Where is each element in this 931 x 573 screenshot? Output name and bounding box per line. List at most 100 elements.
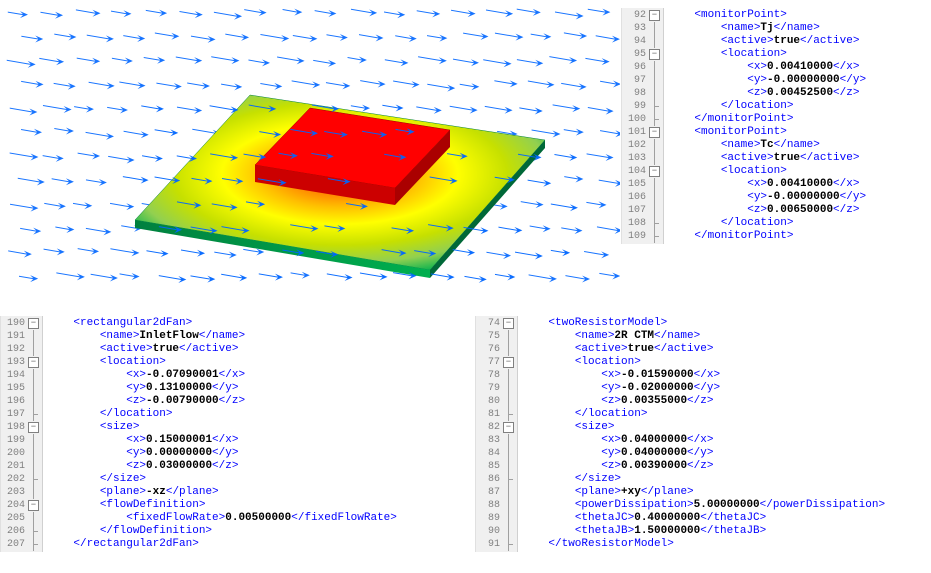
code-line[interactable]: <monitorPoint> — [668, 126, 866, 139]
code-line[interactable]: <z>0.00452500</z> — [668, 87, 866, 100]
fold-guide — [28, 460, 39, 473]
line-number: 97 — [624, 74, 646, 87]
gutter-line: 207 — [1, 538, 42, 551]
fold-toggle-icon[interactable]: − — [28, 318, 39, 329]
code-line[interactable]: <name>Tj</name> — [668, 22, 866, 35]
code-body[interactable]: <rectangular2dFan> <name>InletFlow</name… — [43, 316, 401, 552]
code-line[interactable]: <active>true</active> — [47, 343, 397, 356]
gutter-line: 102 — [622, 139, 663, 152]
code-line[interactable]: <location> — [668, 165, 866, 178]
code-line[interactable]: </size> — [522, 473, 885, 486]
fold-guide — [503, 434, 514, 447]
code-line[interactable]: <x>0.15000001</x> — [47, 434, 397, 447]
code-body[interactable]: <monitorPoint> <name>Tj</name> <active>t… — [664, 8, 870, 244]
code-line[interactable]: <twoResistorModel> — [522, 317, 885, 330]
gutter-line: 201 — [1, 460, 42, 473]
code-line[interactable]: </monitorPoint> — [668, 113, 866, 126]
gutter-line: 107 — [622, 204, 663, 217]
code-line[interactable]: </location> — [668, 100, 866, 113]
code-line[interactable]: <name>2R CTM</name> — [522, 330, 885, 343]
code-line[interactable]: <y>0.04000000</y> — [522, 447, 885, 460]
code-line[interactable]: <monitorPoint> — [668, 9, 866, 22]
code-line[interactable]: <plane>+xy</plane> — [522, 486, 885, 499]
code-line[interactable]: <active>true</active> — [668, 35, 866, 48]
code-line[interactable]: <x>-0.07090001</x> — [47, 369, 397, 382]
code-line[interactable]: <y>0.13100000</y> — [47, 382, 397, 395]
fold-toggle-icon[interactable]: − — [503, 422, 514, 433]
xml-panel-rectangular2dfan[interactable]: 190−191192193−194195196197198−1992002012… — [0, 316, 470, 552]
code-line[interactable]: <x>0.00410000</x> — [668, 61, 866, 74]
fold-guide — [649, 152, 660, 165]
code-line[interactable]: <location> — [47, 356, 397, 369]
code-line[interactable]: <name>Tc</name> — [668, 139, 866, 152]
gutter-line: 191 — [1, 330, 42, 343]
code-line[interactable]: </monitorPoint> — [668, 230, 866, 243]
code-line[interactable]: <flowDefinition> — [47, 499, 397, 512]
line-number: 207 — [3, 538, 25, 551]
code-line[interactable]: <y>-0.02000000</y> — [522, 382, 885, 395]
code-line[interactable]: <z>0.00650000</z> — [668, 204, 866, 217]
code-line[interactable]: <powerDissipation>5.00000000</powerDissi… — [522, 499, 885, 512]
fold-guide — [649, 139, 660, 152]
gutter-line: 88 — [476, 499, 517, 512]
code-line[interactable]: <x>0.04000000</x> — [522, 434, 885, 447]
fold-toggle-icon[interactable]: − — [649, 127, 660, 138]
code-line[interactable]: <location> — [522, 356, 885, 369]
fold-toggle-icon[interactable]: − — [503, 357, 514, 368]
fold-toggle-icon[interactable]: − — [649, 49, 660, 60]
fold-guide — [503, 382, 514, 395]
line-number: 104 — [624, 165, 646, 178]
fold-toggle-icon[interactable]: − — [28, 357, 39, 368]
code-line[interactable]: </location> — [668, 217, 866, 230]
code-line[interactable]: </flowDefinition> — [47, 525, 397, 538]
line-number: 101 — [624, 126, 646, 139]
code-line[interactable]: </size> — [47, 473, 397, 486]
code-line[interactable]: <x>0.00410000</x> — [668, 178, 866, 191]
gutter: 190−191192193−194195196197198−1992002012… — [1, 316, 43, 552]
xml-panel-tworesistormodel[interactable]: 74−757677−7879808182−838485868788899091 … — [475, 316, 931, 552]
code-line[interactable]: </location> — [522, 408, 885, 421]
code-line[interactable]: <size> — [47, 421, 397, 434]
code-line[interactable]: <y>-0.00000000</y> — [668, 74, 866, 87]
line-number: 75 — [478, 330, 500, 343]
code-line[interactable]: <z>-0.00790000</z> — [47, 395, 397, 408]
line-number: 78 — [478, 369, 500, 382]
simulation-viewport[interactable] — [0, 0, 620, 300]
code-line[interactable]: <thetaJC>0.40000000</thetaJC> — [522, 512, 885, 525]
code-line[interactable]: <y>0.00000000</y> — [47, 447, 397, 460]
gutter-line: 82− — [476, 421, 517, 434]
fold-toggle-icon[interactable]: − — [649, 166, 660, 177]
code-line[interactable]: </rectangular2dFan> — [47, 538, 397, 551]
xml-panel-monitorpoints[interactable]: 92−939495−96979899100101−102103104−10510… — [621, 8, 926, 244]
code-body[interactable]: <twoResistorModel> <name>2R CTM</name> <… — [518, 316, 889, 552]
code-line[interactable]: <name>InletFlow</name> — [47, 330, 397, 343]
line-number: 88 — [478, 499, 500, 512]
fold-guide — [28, 525, 39, 538]
code-line[interactable]: <rectangular2dFan> — [47, 317, 397, 330]
code-line[interactable]: <thetaJB>1.50000000</thetaJB> — [522, 525, 885, 538]
gutter-line: 104− — [622, 165, 663, 178]
line-number: 93 — [624, 22, 646, 35]
line-number: 99 — [624, 100, 646, 113]
code-line[interactable]: <x>-0.01590000</x> — [522, 369, 885, 382]
code-line[interactable]: </location> — [47, 408, 397, 421]
fold-toggle-icon[interactable]: − — [28, 422, 39, 433]
gutter-line: 108 — [622, 217, 663, 230]
gutter-line: 190− — [1, 317, 42, 330]
code-line[interactable]: <fixedFlowRate>0.00500000</fixedFlowRate… — [47, 512, 397, 525]
code-line[interactable]: <z>0.00390000</z> — [522, 460, 885, 473]
code-line[interactable]: <location> — [668, 48, 866, 61]
fold-toggle-icon[interactable]: − — [649, 10, 660, 21]
code-line[interactable]: <z>0.00355000</z> — [522, 395, 885, 408]
code-line[interactable]: <active>true</active> — [522, 343, 885, 356]
fold-guide — [28, 538, 39, 551]
fold-toggle-icon[interactable]: − — [28, 500, 39, 511]
code-line[interactable]: <z>0.03000000</z> — [47, 460, 397, 473]
code-line[interactable]: <y>-0.00000000</y> — [668, 191, 866, 204]
code-line[interactable]: <size> — [522, 421, 885, 434]
fold-toggle-icon[interactable]: − — [503, 318, 514, 329]
gutter-line: 85 — [476, 460, 517, 473]
code-line[interactable]: <active>true</active> — [668, 152, 866, 165]
code-line[interactable]: </twoResistorModel> — [522, 538, 885, 551]
code-line[interactable]: <plane>-xz</plane> — [47, 486, 397, 499]
